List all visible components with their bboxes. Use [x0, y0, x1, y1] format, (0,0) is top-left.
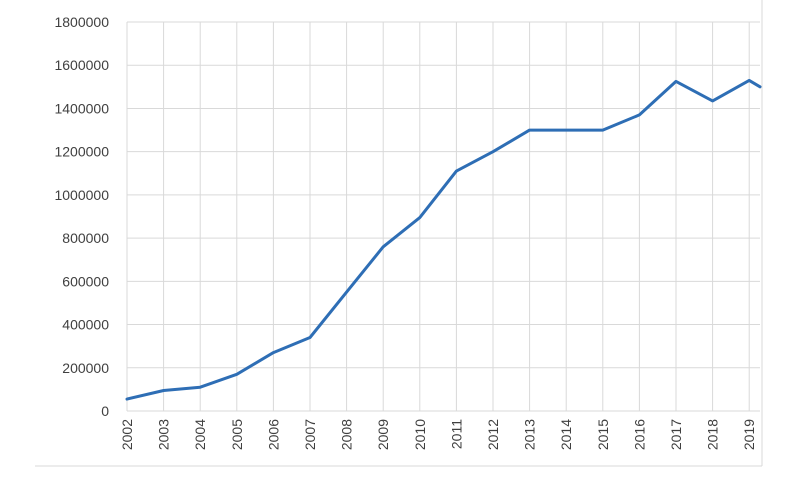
x-tick-label: 2002 [119, 419, 135, 450]
x-tick-label: 2003 [156, 419, 172, 450]
y-tick-label: 1400000 [54, 100, 109, 116]
x-tick-label: 2017 [668, 419, 684, 450]
x-tick-label: 2015 [595, 419, 611, 450]
x-tick-label: 2007 [302, 419, 318, 450]
series-layer [125, 78, 762, 401]
y-tick-label: 400000 [62, 317, 109, 333]
y-tick-label: 1600000 [54, 57, 109, 73]
x-tick-label: 2012 [485, 419, 501, 450]
grid [126, 21, 760, 411]
x-tick-label: 2011 [448, 419, 464, 449]
x-tick-label: 2009 [375, 419, 391, 450]
y-tick-label: 1800000 [54, 14, 109, 30]
tick-labels: 0 200000 400000 600000 800000 1000000 1200000 1… [54, 14, 757, 450]
x-tick-label: 2016 [631, 419, 647, 450]
y-tick-label: 0 [101, 403, 109, 419]
x-tick-label: 2013 [522, 419, 538, 450]
x-tick-label: 2004 [192, 419, 208, 450]
axes [35, 0, 763, 467]
y-tick-label: 800000 [62, 230, 109, 246]
y-tick-label: 1200000 [54, 144, 109, 160]
x-tick-label: 2018 [705, 419, 721, 450]
y-tick-label: 1000000 [54, 187, 109, 203]
x-tick-label: 2019 [741, 419, 757, 450]
x-tick-label: 2014 [558, 419, 574, 450]
x-tick-label: 2010 [412, 419, 428, 450]
x-tick-label: 2005 [229, 419, 245, 450]
y-tick-label: 200000 [62, 360, 109, 376]
x-tick-label: 2008 [339, 419, 355, 450]
x-tick-label: 2006 [265, 419, 281, 450]
series-line [125, 78, 762, 401]
y-tick-label: 600000 [62, 273, 109, 289]
